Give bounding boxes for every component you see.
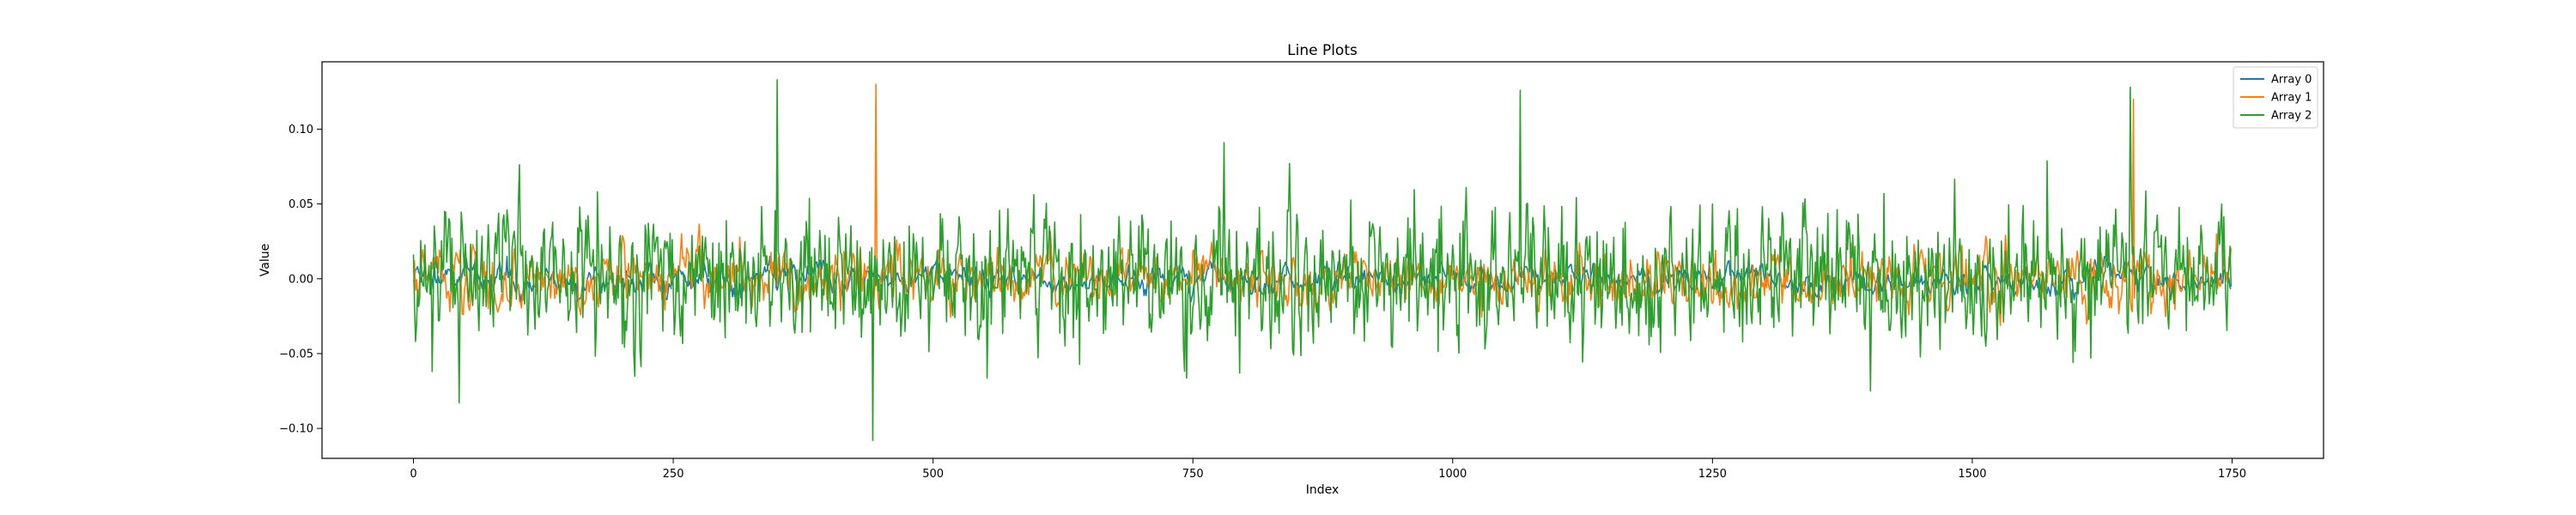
y-axis-title: Value <box>258 244 272 276</box>
legend: Array 0 Array 1 Array 2 <box>2233 66 2318 129</box>
y-axis: −0.10 −0.05 0.00 0.05 0.10 <box>279 124 322 436</box>
x-tick-label: 0 <box>410 468 416 481</box>
legend-box <box>2233 66 2318 129</box>
x-axis-title: Index <box>1306 483 1340 497</box>
y-tick-label: −0.05 <box>279 348 313 360</box>
x-tick-label: 750 <box>1182 468 1204 481</box>
legend-label: Array 2 <box>2271 110 2312 123</box>
chart-title: Line Plots <box>1287 42 1358 59</box>
legend-label: Array 0 <box>2271 74 2312 87</box>
x-tick-label: 1750 <box>2218 468 2246 481</box>
y-tick-label: 0.10 <box>289 124 313 136</box>
x-tick-label: 1500 <box>1958 468 1986 481</box>
y-tick-label: −0.10 <box>279 423 313 436</box>
series-layer <box>412 79 2233 441</box>
y-tick-label: 0.05 <box>289 198 313 211</box>
x-tick-label: 500 <box>922 468 944 481</box>
x-axis: 0 250 500 750 1000 1250 1500 1750 <box>410 458 2246 481</box>
x-tick-label: 1250 <box>1698 468 1727 481</box>
y-tick-label: 0.00 <box>289 273 313 286</box>
plot-frame <box>321 61 2324 459</box>
legend-label: Array 1 <box>2271 92 2312 105</box>
series-line-2 <box>412 79 2233 441</box>
x-tick-label: 1000 <box>1438 468 1467 481</box>
x-tick-label: 250 <box>663 468 684 481</box>
